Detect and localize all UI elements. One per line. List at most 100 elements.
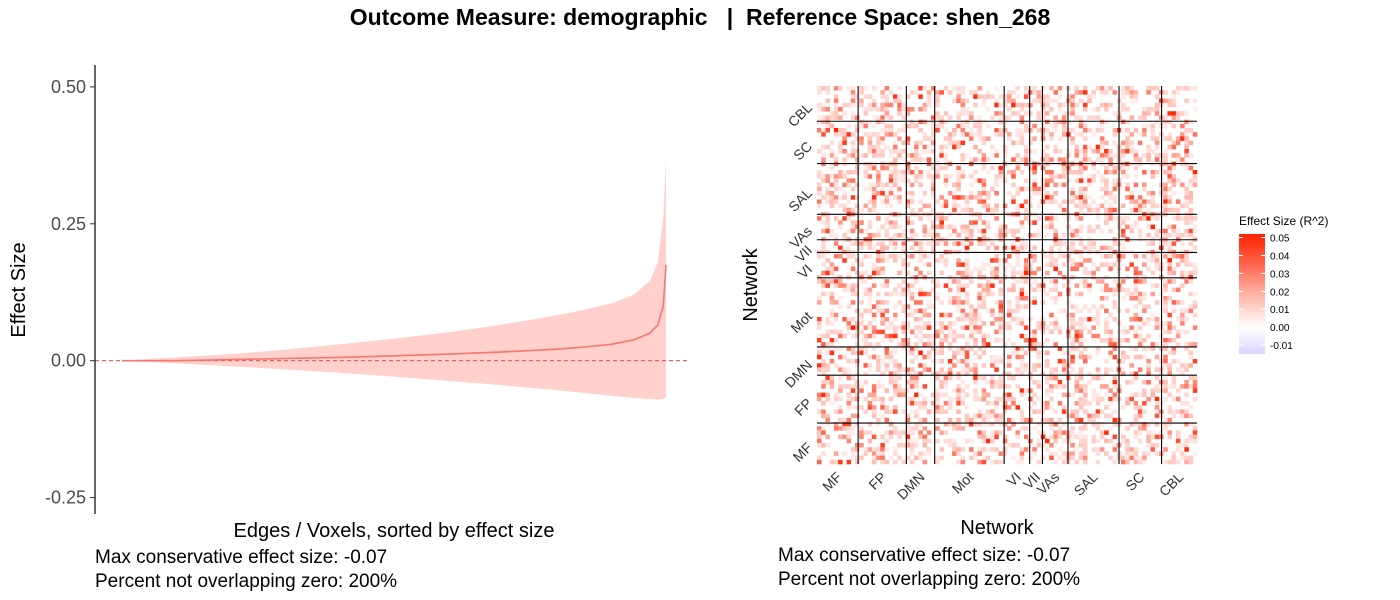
heatmap-cell — [1154, 396, 1160, 402]
heatmap-cell — [1057, 359, 1063, 364]
heatmap-cell — [998, 396, 1004, 402]
heatmap-cell — [850, 287, 856, 293]
heatmap-cell — [1188, 438, 1194, 444]
heatmap-cell — [833, 275, 839, 280]
legend-tick-label: 0.03 — [1270, 269, 1290, 280]
heatmap-cell — [1112, 207, 1118, 213]
heatmap-cell — [1074, 90, 1080, 95]
heatmap-cell — [1167, 241, 1172, 246]
heatmap-cell — [952, 338, 957, 343]
heatmap-cell — [1133, 371, 1139, 377]
heatmap-cell — [1095, 396, 1101, 402]
heatmap-cell — [994, 275, 999, 280]
heatmap-cell — [1028, 342, 1033, 347]
heatmap-cell — [1083, 136, 1088, 141]
heatmap-cell — [833, 459, 839, 465]
heatmap-cell — [1150, 86, 1156, 91]
heatmap-cell — [1070, 359, 1075, 364]
heatmap-cell — [1099, 128, 1105, 133]
heatmap-cell — [888, 115, 894, 120]
heatmap-cell — [1049, 254, 1054, 259]
heatmap-cell — [1171, 123, 1177, 129]
heatmap-cell — [1108, 388, 1113, 393]
heatmap-cell — [1007, 308, 1012, 314]
heatmap-cell — [1091, 228, 1096, 234]
heatmap-cell — [1121, 174, 1126, 179]
legend-tick-label: 0.05 — [1270, 234, 1290, 245]
heatmap-cell — [1104, 321, 1109, 326]
heatmap-cell — [863, 86, 868, 91]
heatmap-cell — [817, 350, 822, 356]
heatmap-cell — [909, 220, 915, 225]
heatmap-cell — [926, 291, 932, 297]
heatmap-cell — [850, 346, 856, 351]
heatmap-cell — [1045, 338, 1050, 343]
heatmap-cell — [1125, 86, 1130, 91]
heatmap-cell — [876, 266, 881, 272]
heatmap-cell — [1019, 304, 1025, 309]
heatmap-cell — [947, 417, 953, 423]
heatmap-cell — [918, 430, 923, 435]
heatmap-cell — [1023, 245, 1029, 251]
heatmap-cell — [846, 178, 852, 183]
heatmap-cell — [922, 405, 928, 410]
heatmap-cell — [1061, 308, 1067, 314]
heatmap-cell — [1007, 132, 1012, 137]
heatmap-cell — [922, 228, 928, 234]
heatmap-cell — [1167, 266, 1172, 272]
heatmap-cell — [850, 241, 856, 246]
heatmap-cell — [922, 443, 928, 448]
heatmap-cell — [1121, 140, 1126, 146]
heatmap-cell — [1137, 430, 1143, 435]
heatmap-cell — [1078, 149, 1084, 154]
heatmap-cell — [897, 233, 902, 238]
heatmap-cell — [1002, 325, 1008, 330]
heatmap-cell — [1104, 216, 1109, 221]
heatmap-cell — [1007, 384, 1012, 389]
heatmap-cell — [905, 178, 911, 183]
heatmap-cell — [833, 396, 839, 402]
heatmap-cell — [1019, 317, 1025, 322]
heatmap-cell — [897, 300, 902, 305]
heatmap-cell — [998, 287, 1004, 293]
heatmap-cell — [1188, 182, 1194, 188]
heatmap-cell — [1074, 447, 1080, 452]
heatmap-cell — [1061, 405, 1067, 410]
heatmap-cell — [1091, 422, 1096, 427]
heatmap-cell — [867, 401, 873, 406]
heatmap-cell — [960, 90, 966, 95]
heatmap-cell — [1028, 102, 1033, 108]
heatmap-cell — [1023, 153, 1029, 158]
heatmap-cell — [859, 216, 864, 221]
heatmap-cell — [922, 396, 928, 402]
heatmap-cell — [905, 123, 911, 129]
heatmap-cell — [918, 338, 923, 343]
heatmap-cell — [1184, 363, 1189, 368]
heatmap-cell — [880, 94, 885, 99]
heatmap-cell — [867, 102, 873, 108]
heatmap-cell — [1129, 199, 1134, 204]
heatmap-cell — [1011, 98, 1016, 104]
heatmap-cell — [871, 245, 877, 251]
heatmap-cell — [935, 102, 940, 108]
heatmap-cell — [1045, 195, 1050, 200]
heatmap-cell — [939, 380, 944, 385]
heatmap-cell — [1087, 241, 1092, 246]
heatmap-cell — [1146, 111, 1151, 116]
heatmap-cell — [838, 375, 843, 381]
heatmap-cell — [884, 245, 890, 251]
heatmap-cell — [1192, 291, 1198, 297]
heatmap-cell — [897, 455, 902, 461]
heatmap-cell — [1040, 107, 1046, 112]
heatmap-cell — [1154, 170, 1160, 175]
heatmap-cell — [1011, 140, 1016, 146]
heatmap-cell — [1104, 338, 1109, 343]
heatmap-cell — [1180, 367, 1185, 372]
heatmap-cell — [884, 199, 890, 204]
heatmap-cell — [1150, 174, 1156, 179]
heatmap-cell — [1057, 325, 1063, 330]
heatmap-cell — [1129, 451, 1134, 456]
heatmap-cell — [871, 270, 877, 276]
heatmap-cell — [1171, 182, 1177, 188]
heatmap-cell — [846, 283, 852, 288]
